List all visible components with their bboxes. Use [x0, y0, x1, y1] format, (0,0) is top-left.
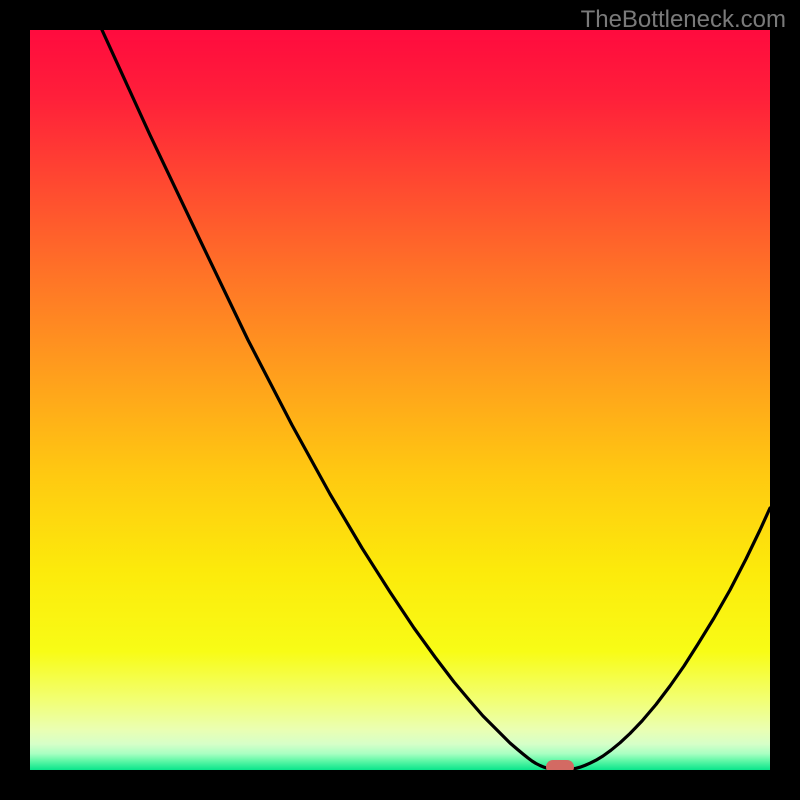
gradient-background [30, 30, 770, 770]
minimum-marker [546, 760, 574, 770]
plot-area [30, 30, 770, 770]
watermark-text: TheBottleneck.com [581, 6, 786, 34]
